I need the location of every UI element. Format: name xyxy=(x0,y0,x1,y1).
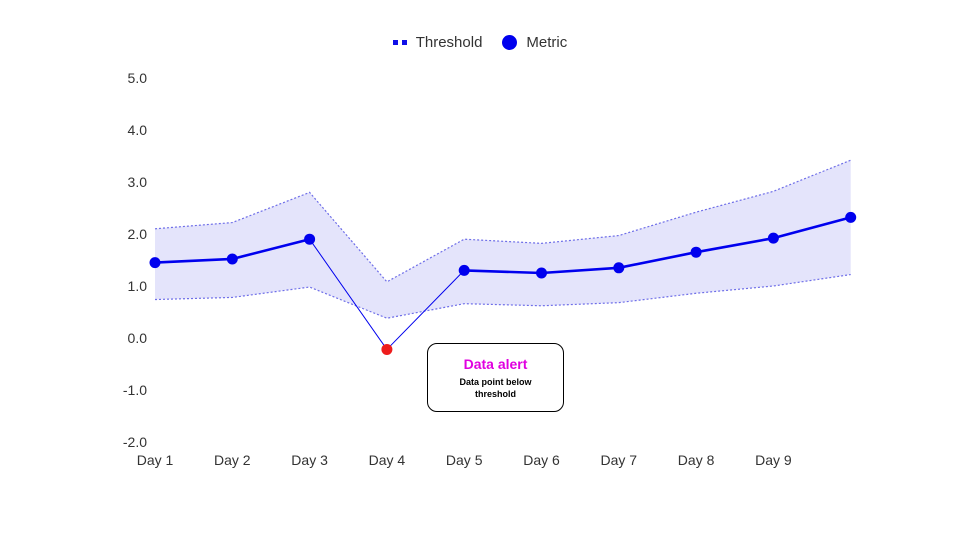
metric-line-segment xyxy=(540,266,621,275)
y-tick-label: 5.0 xyxy=(128,70,148,86)
metric-line xyxy=(153,216,853,350)
x-tick-label: Day 2 xyxy=(214,452,251,468)
threshold-upper-line xyxy=(154,159,851,283)
x-tick-label: Day 9 xyxy=(755,452,792,468)
legend: Threshold Metric xyxy=(0,34,960,51)
metric-line-segment xyxy=(309,238,388,350)
x-tick-label: Day 5 xyxy=(446,452,483,468)
legend-item-threshold[interactable]: Threshold xyxy=(392,34,483,51)
metric-line-segment xyxy=(153,257,234,264)
legend-threshold-label: Threshold xyxy=(415,34,483,51)
metric-data-point[interactable] xyxy=(226,253,238,265)
metric-line-segment xyxy=(694,236,775,254)
y-tick-label: 1.0 xyxy=(128,278,148,294)
metric-data-point[interactable] xyxy=(149,257,161,269)
metric-line-segment xyxy=(386,269,465,350)
alert-data-point[interactable] xyxy=(381,343,393,355)
threshold-band xyxy=(154,159,851,319)
alert-text: Data point below threshold xyxy=(459,377,532,399)
threshold-lower-line xyxy=(154,273,851,319)
x-tick-label: Day 7 xyxy=(601,452,638,468)
x-tick-label: Day 4 xyxy=(369,452,406,468)
y-axis-ticks: 5.0 4.0 3.0 2.0 1.0 0.0 -1.0 -2.0 xyxy=(123,70,147,450)
dashed-line-swatch-icon xyxy=(392,40,407,45)
x-tick-label: Day 8 xyxy=(678,452,715,468)
metric-data-point[interactable] xyxy=(536,267,547,279)
metric-data-point[interactable] xyxy=(845,211,857,223)
y-tick-label: 3.0 xyxy=(128,174,148,190)
circle-swatch-icon xyxy=(502,35,518,50)
y-tick-label: 4.0 xyxy=(128,122,148,138)
alert-title: Data alert xyxy=(463,356,528,372)
metric-data-point[interactable] xyxy=(767,232,779,244)
threshold-band-area xyxy=(155,160,851,319)
x-tick-label: Day 6 xyxy=(523,452,560,468)
y-tick-label: 0.0 xyxy=(128,330,148,346)
metric-data-point[interactable] xyxy=(458,264,470,276)
metric-data-point[interactable] xyxy=(613,262,625,274)
legend-metric-label: Metric xyxy=(526,34,568,51)
metric-data-point[interactable] xyxy=(304,233,316,245)
x-tick-label: Day 1 xyxy=(137,452,174,468)
metric-line-segment xyxy=(617,250,698,270)
y-tick-label: -1.0 xyxy=(123,382,147,398)
x-axis-ticks: Day 1 Day 2 Day 3 Day 4 Day 5 Day 6 Day 7 Day 8… xyxy=(137,452,792,468)
metric-line-segment xyxy=(231,237,311,261)
metric-line-segment xyxy=(772,216,853,240)
x-tick-label: Day 3 xyxy=(291,452,328,468)
y-tick-label: -2.0 xyxy=(123,434,147,450)
metric-points xyxy=(149,211,857,355)
metric-data-point[interactable] xyxy=(690,246,702,258)
data-alert-annotation: Data alert Data point below threshold xyxy=(427,343,564,412)
metric-line-segment xyxy=(462,269,543,275)
y-tick-label: 2.0 xyxy=(128,226,148,242)
legend-item-metric[interactable]: Metric xyxy=(502,34,567,51)
